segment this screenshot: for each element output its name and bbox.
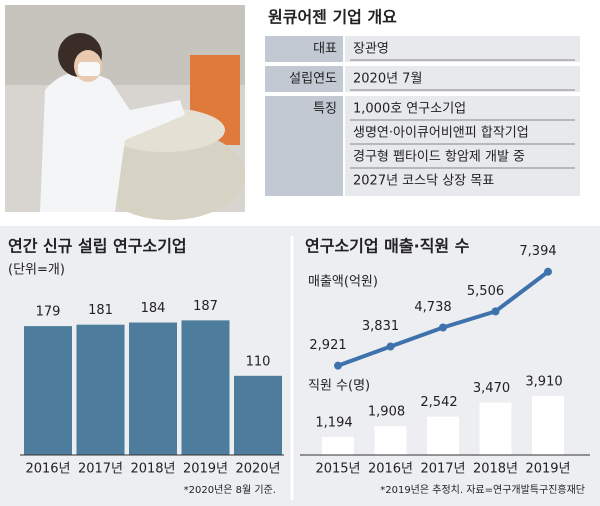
x-tick-label: 2019년 <box>525 462 570 477</box>
row-label: 설립연도 <box>289 72 337 87</box>
value-label: 2,921 <box>309 338 346 353</box>
x-tick-label: 2020년 <box>235 462 280 477</box>
row-value: 장관영 <box>353 42 389 57</box>
x-tick-label: 2016년 <box>25 462 70 477</box>
row-label: 특징 <box>313 102 337 117</box>
value-label: 3,910 <box>525 374 562 389</box>
value-cell <box>345 66 580 92</box>
value-label: 2,542 <box>420 395 457 410</box>
row-value: 1,000호 연구소기업 <box>353 102 466 117</box>
row-value: 경구형 펩타이드 항암제 개발 중 <box>353 150 525 165</box>
point <box>491 307 500 316</box>
value-label: 1,194 <box>315 415 352 430</box>
bar <box>374 426 407 455</box>
value-label: 5,506 <box>467 284 504 299</box>
x-tick-label: 2016년 <box>368 462 413 477</box>
label-cell <box>265 36 343 62</box>
row-value: 2027년 코스닥 상장 목표 <box>353 174 494 189</box>
value-label: 1,908 <box>368 405 405 420</box>
value-label: 187 <box>193 299 218 314</box>
x-tick-label: 2017년 <box>78 462 123 477</box>
note: *2019년은 추정치. 자료=연구개발특구진흥재단 <box>380 483 585 496</box>
chart-title: 연구소기업 매출·직원 수 <box>305 237 470 256</box>
note: *2020년은 8월 기준. <box>184 484 276 496</box>
value-label: 3,831 <box>362 319 399 334</box>
point <box>386 342 395 351</box>
series-label: 직원 수(명) <box>308 379 370 394</box>
bar <box>234 375 282 455</box>
row-label: 대표 <box>313 42 337 57</box>
bar <box>24 326 72 455</box>
charts: 연간 신규 설립 연구소기업 (단위=개) 179 2016년 181 2017년 184 2… <box>8 237 590 496</box>
series-label: 매출액(억원) <box>308 275 378 290</box>
x-tick-label: 2015년 <box>315 462 360 477</box>
x-tick-label: 2018년 <box>473 462 518 477</box>
value-label: 181 <box>88 303 113 318</box>
row-value: 2020년 7월 <box>353 72 422 87</box>
value-label: 4,738 <box>414 300 451 315</box>
value-label: 3,470 <box>473 381 510 396</box>
point <box>334 361 342 370</box>
x-tick-label: 2017년 <box>420 462 465 477</box>
info-title: 원큐어젠 기업 개요 <box>268 8 397 27</box>
label-cell <box>265 96 343 196</box>
value-label: 110 <box>246 354 271 369</box>
point <box>544 267 552 276</box>
value-label: 179 <box>36 305 61 320</box>
value-cell <box>345 96 580 196</box>
value-label: 184 <box>141 301 166 316</box>
bar <box>76 324 125 455</box>
x-tick-label: 2018년 <box>130 462 175 477</box>
value-label: 7,394 <box>519 244 556 259</box>
bar <box>479 402 512 455</box>
label-cell <box>265 66 343 92</box>
chart-subtitle: (단위=개) <box>8 263 65 278</box>
bar <box>181 320 230 455</box>
point <box>439 323 447 332</box>
bar <box>427 416 459 455</box>
row-value: 생명연·아이큐어비앤피 합작기업 <box>353 126 529 141</box>
bar <box>129 322 177 455</box>
bar <box>322 436 354 455</box>
chart-title: 연간 신규 설립 연구소기업 <box>8 237 187 256</box>
bar <box>532 395 564 455</box>
x-tick-label: 2019년 <box>183 462 228 477</box>
photo <box>5 5 245 220</box>
value-cell <box>345 36 580 62</box>
